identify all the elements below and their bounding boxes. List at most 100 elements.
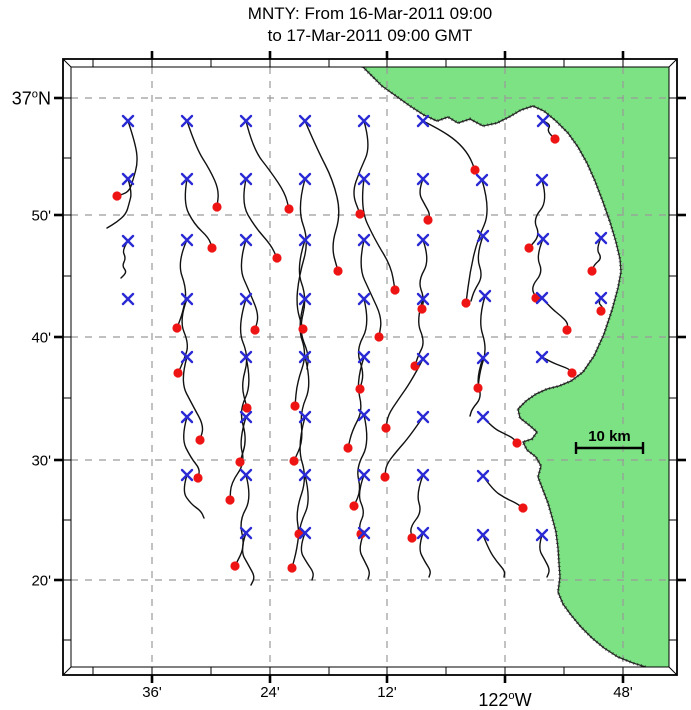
end-marker-dot	[473, 383, 483, 393]
start-marker-x	[536, 232, 550, 246]
start-marker-x	[239, 410, 253, 424]
start-marker-x	[121, 234, 135, 248]
start-marker-x	[239, 526, 253, 540]
trajectory-path	[361, 178, 396, 291]
start-marker-x	[357, 114, 371, 128]
start-marker-x	[357, 408, 371, 422]
end-marker-dot	[333, 266, 343, 276]
start-marker-x	[180, 233, 194, 247]
y-axis-tick-label: 37oN	[12, 88, 51, 108]
y-axis-tick-label: 30'	[31, 452, 51, 469]
start-marker-x	[357, 292, 371, 306]
start-marker-x	[535, 528, 549, 542]
start-marker-x	[298, 468, 312, 482]
map-frame	[62, 58, 678, 676]
frame-inner	[70, 66, 670, 668]
trajectory-path	[591, 237, 602, 272]
end-marker-dot	[250, 325, 260, 335]
trajectory-path	[482, 416, 518, 444]
x-axis-tick-label: 36'	[142, 684, 162, 701]
start-marker-x	[357, 350, 371, 364]
start-marker-x	[416, 172, 430, 186]
trajectory-path	[291, 474, 309, 569]
start-marker-x	[476, 469, 490, 483]
end-marker-dot	[355, 209, 365, 219]
end-marker-dot	[242, 403, 252, 413]
trajectory-path	[477, 295, 486, 389]
y-axis-tick-label: 20'	[31, 572, 51, 589]
start-marker-x	[416, 410, 430, 424]
end-marker-dot	[212, 202, 222, 212]
trajectory-path	[245, 120, 290, 210]
trajectory-path	[183, 416, 200, 479]
end-marker-dot	[173, 368, 183, 378]
end-marker-dot	[298, 324, 308, 334]
start-marker-x	[357, 468, 371, 482]
start-marker-x	[594, 231, 608, 245]
start-marker-x	[536, 114, 550, 128]
trajectory-path	[296, 416, 306, 535]
end-marker-dot	[272, 253, 282, 263]
plot-area	[71, 67, 669, 667]
start-marker-x	[180, 172, 194, 186]
trajectories	[106, 120, 603, 586]
start-marker-x	[298, 233, 312, 247]
trajectory-path	[296, 178, 307, 330]
end-marker-dot	[390, 285, 400, 295]
end-marker-dot	[417, 304, 427, 314]
trajectory-path	[359, 532, 370, 580]
trajectory-path	[300, 532, 314, 581]
trajectory-path	[542, 120, 556, 140]
trajectory-path	[384, 416, 424, 478]
trajectory-path	[353, 120, 369, 215]
start-marker-x	[239, 172, 253, 186]
start-marker-x	[121, 172, 135, 186]
grid-lines	[71, 67, 669, 667]
trajectory-path	[528, 179, 546, 249]
end-marker-dot	[461, 298, 471, 308]
trajectory-path	[482, 475, 524, 509]
start-marker-x	[180, 468, 194, 482]
trajectory-path	[470, 235, 484, 302]
frame-outer	[62, 58, 678, 676]
title-line-1: MNTY: From 16-Mar-2011 09:00	[247, 4, 493, 23]
start-marker-x	[298, 410, 312, 424]
end-marker-dot	[207, 243, 217, 253]
trajectory-path	[240, 239, 259, 331]
end-marker-dot	[524, 243, 534, 253]
start-marker-x	[298, 526, 312, 540]
start-marker-x	[416, 468, 430, 482]
start-marker-x	[476, 351, 490, 365]
end-marker-dot	[380, 472, 390, 482]
start-markers	[121, 114, 608, 542]
trajectory-path	[347, 356, 365, 449]
y-axis-tick-label: 50'	[31, 207, 51, 224]
trajectory-path	[419, 178, 430, 221]
start-marker-x	[298, 172, 312, 186]
start-marker-x	[357, 526, 371, 540]
trajectory-path	[120, 240, 129, 279]
coastline	[362, 67, 648, 667]
start-marker-x	[535, 291, 549, 305]
start-marker-x	[416, 233, 430, 247]
frame-corner-diagonal	[668, 666, 678, 676]
start-marker-x	[416, 292, 430, 306]
trajectory-path	[539, 534, 550, 578]
frame-corner-diagonal	[62, 666, 72, 676]
end-marker-dot	[195, 435, 205, 445]
start-marker-x	[478, 289, 492, 303]
axis-labels: 37oN 50' 40' 30' 20' 36' 24' 12' 122oW 48'	[12, 88, 633, 710]
end-marker-dot	[596, 306, 606, 316]
start-marker-x	[180, 350, 194, 364]
x-axis-tick-label: 48'	[613, 684, 633, 701]
end-marker-dot	[423, 215, 433, 225]
end-marker-dot	[290, 401, 300, 411]
end-marker-dot	[287, 563, 297, 573]
x-axis-tick-label: 12'	[377, 684, 397, 701]
trajectory-path	[482, 534, 506, 578]
frame-corner-diagonal	[668, 58, 678, 68]
scale-bar: 10 km	[574, 428, 645, 454]
trajectory-path	[541, 297, 569, 331]
trajectory-path	[106, 178, 132, 229]
start-marker-x	[298, 114, 312, 128]
